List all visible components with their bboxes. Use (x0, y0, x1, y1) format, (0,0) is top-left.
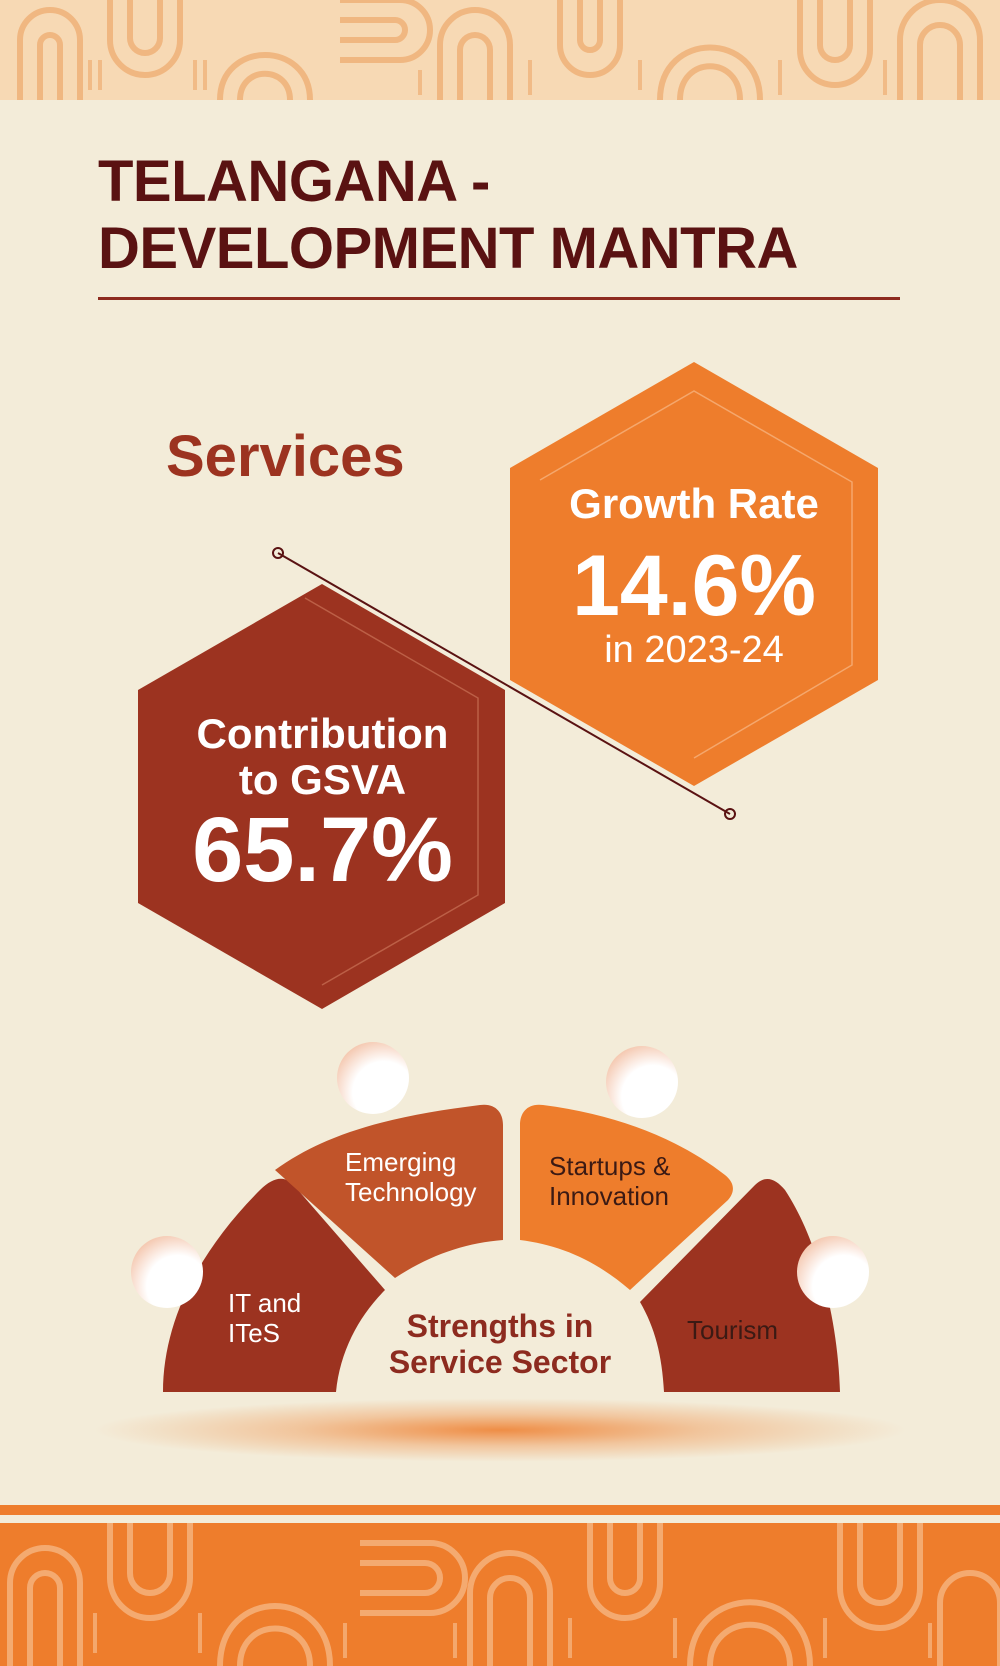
label-startups-line-1: Startups & (549, 1151, 671, 1181)
growth-rate-label: Growth Rate (569, 480, 819, 527)
ball-icon-it (131, 1236, 203, 1308)
connector-line (277, 552, 731, 815)
growth-rate-hexagon (510, 362, 878, 786)
strengths-title-line-2: Service Sector (388, 1344, 612, 1380)
title-line-2: DEVELOPMENT MANTRA (98, 216, 798, 281)
strengths-fan-graphic (163, 1104, 840, 1392)
label-startups-line-2: Innovation (549, 1181, 669, 1211)
ball-icon-startups (606, 1046, 678, 1118)
label-startups-innovation: Startups & Innovation (549, 1151, 670, 1211)
label-emerging-technology: Emerging Technology (345, 1147, 477, 1207)
bottom-stripe-gap (0, 1515, 1000, 1523)
label-emerging-line-2: Technology (345, 1177, 477, 1207)
label-tourism: Tourism (687, 1315, 778, 1345)
strengths-title: Strengths in Service Sector (360, 1308, 640, 1380)
ball-icon-tourism (797, 1236, 869, 1308)
label-it-ites-line-2: ITeS (228, 1318, 281, 1348)
growth-rate-value: 14.6% (572, 538, 816, 634)
label-it-ites-line-1: IT and (228, 1288, 302, 1318)
strengths-title-line-1: Strengths in (406, 1308, 594, 1344)
section-heading: Services (166, 424, 405, 489)
connector-end-dot (724, 808, 736, 820)
label-tourism-line-1: Tourism (687, 1315, 779, 1345)
swirl-pattern-top (17, 0, 983, 100)
gsva-contribution-hexagon (138, 584, 505, 1009)
growth-rate-period: in 2023-24 (604, 629, 784, 671)
gsva-label-line-1: Contribution (196, 710, 449, 757)
top-pattern-band (0, 0, 1000, 100)
title-divider (98, 297, 900, 300)
page-title: TELANGANA - DEVELOPMENT MANTRA (98, 148, 918, 282)
segment-it-ites (163, 1178, 385, 1392)
label-it-ites: IT and ITeS (228, 1288, 301, 1348)
fan-shadow (90, 1398, 910, 1462)
segment-emerging-technology (275, 1104, 503, 1278)
swirl-pattern-bottom (7, 1523, 1000, 1666)
segment-startups-innovation (520, 1104, 733, 1290)
bottom-stripe (0, 1505, 1000, 1515)
bottom-pattern-band (0, 1505, 1000, 1666)
gsva-label-line-2: to GSVA (238, 756, 407, 803)
label-emerging-line-1: Emerging (345, 1147, 457, 1177)
ball-icon-emerging (337, 1042, 409, 1114)
connector-start-dot (272, 547, 284, 559)
gsva-contribution-value: 65.7% (192, 799, 453, 901)
hexagon-graphics (138, 362, 878, 1009)
segment-tourism (640, 1178, 840, 1392)
title-line-1: TELANGANA - (98, 149, 490, 214)
gsva-contribution-label: Contribution to GSVA (140, 711, 505, 803)
